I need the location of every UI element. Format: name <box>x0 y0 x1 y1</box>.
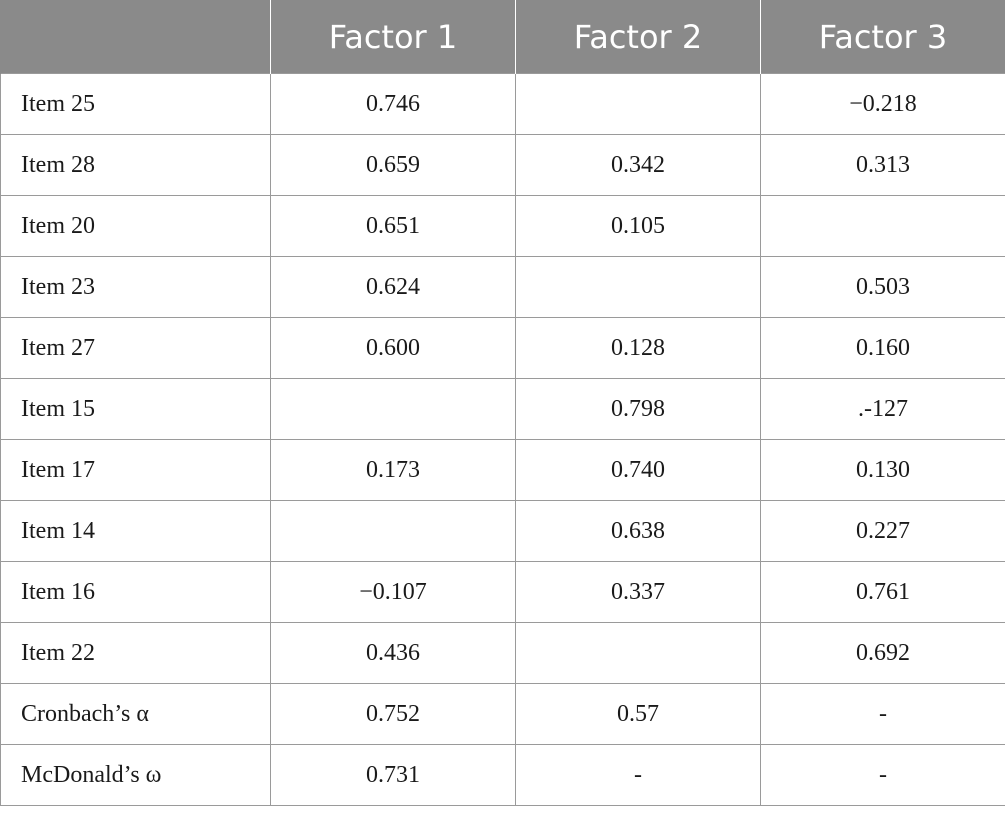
table-row: Item 25 0.746 −0.218 <box>0 73 1005 135</box>
factor-2-value-cell: 0.798 <box>515 378 761 440</box>
factor-3-value-cell: 0.761 <box>760 561 1005 623</box>
row-label-cell: McDonald’s ω <box>0 744 271 806</box>
factor-2-value-cell: 0.105 <box>515 195 761 257</box>
table-row: McDonald’s ω 0.731- - <box>0 744 1005 806</box>
row-label-cell: Item 25 <box>0 73 271 135</box>
factor-3-value-cell: −0.218 <box>760 73 1005 135</box>
factor-1-value-cell: 0.436 <box>270 622 516 684</box>
factor-3-value-cell: 0.313 <box>760 134 1005 196</box>
table-row: Item 27 0.600 0.128 0.160 <box>0 317 1005 379</box>
row-label-cell: Cronbach’s α <box>0 683 271 745</box>
header-cell-factor-1: Factor 1 <box>270 0 516 74</box>
factor-3-value-cell <box>760 195 1005 257</box>
factor-2-value-cell: 0.128 <box>515 317 761 379</box>
table-header: Factor 1 Factor 2 Factor 3 <box>0 0 1005 74</box>
row-label-cell: Item 17 <box>0 439 271 501</box>
factor-1-value-cell: 0.173 <box>270 439 516 501</box>
factor-3-value-cell: 0.160 <box>760 317 1005 379</box>
row-label-cell: Item 28 <box>0 134 271 196</box>
factor-1-value-cell: 0.746 <box>270 73 516 135</box>
factor-loadings-table: Factor 1 Factor 2 Factor 3 Item 25 0.746 −… <box>0 0 1005 806</box>
factor-1-value-cell: 0.624 <box>270 256 516 318</box>
row-label-cell: Item 14 <box>0 500 271 562</box>
row-label-cell: Item 15 <box>0 378 271 440</box>
factor-2-value-cell: 0.342 <box>515 134 761 196</box>
header-cell-label <box>0 0 271 74</box>
factor-3-value-cell: 0.227 <box>760 500 1005 562</box>
factor-1-value-cell: 0.752 <box>270 683 516 745</box>
table-row: Item 20 0.651 0.105 <box>0 195 1005 257</box>
factor-1-value-cell: 0.651 <box>270 195 516 257</box>
factor-3-value-cell: - <box>760 744 1005 806</box>
factor-2-value-cell: 0.638 <box>515 500 761 562</box>
factor-3-value-cell: 0.692 <box>760 622 1005 684</box>
factor-1-value-cell: −0.107 <box>270 561 516 623</box>
table-row: Item 17 0.173 0.740 0.130 <box>0 439 1005 501</box>
factor-1-value-cell <box>270 378 516 440</box>
row-label-cell: Item 27 <box>0 317 271 379</box>
factor-1-value-cell: 0.600 <box>270 317 516 379</box>
table-row: Item 14 0.638 0.227 <box>0 500 1005 562</box>
header-cell-factor-3: Factor 3 <box>760 0 1005 74</box>
table-row: Item 23 0.624 0.503 <box>0 256 1005 318</box>
factor-3-value-cell: 0.130 <box>760 439 1005 501</box>
table-row: Cronbach’s α 0.752 0.57- <box>0 683 1005 745</box>
row-label-cell: Item 23 <box>0 256 271 318</box>
table-row: Item 22 0.436 0.692 <box>0 622 1005 684</box>
row-label-cell: Item 16 <box>0 561 271 623</box>
table-row: Item 16 −0.107 0.337 0.761 <box>0 561 1005 623</box>
factor-2-value-cell <box>515 73 761 135</box>
factor-1-value-cell: 0.731 <box>270 744 516 806</box>
factor-3-value-cell: .-127 <box>760 378 1005 440</box>
factor-2-value-cell: - <box>515 744 761 806</box>
factor-1-value-cell: 0.659 <box>270 134 516 196</box>
table-row: Item 15 0.798 .-127 <box>0 378 1005 440</box>
table-row: Item 28 0.659 0.342 0.313 <box>0 134 1005 196</box>
factor-3-value-cell: 0.503 <box>760 256 1005 318</box>
factor-1-value-cell <box>270 500 516 562</box>
factor-2-value-cell: 0.57 <box>515 683 761 745</box>
factor-3-value-cell: - <box>760 683 1005 745</box>
table-body: Item 25 0.746 −0.218 Item 28 0.659 0.342 0.313… <box>0 73 1005 806</box>
row-label-cell: Item 22 <box>0 622 271 684</box>
row-label-cell: Item 20 <box>0 195 271 257</box>
factor-2-value-cell: 0.740 <box>515 439 761 501</box>
header-row: Factor 1 Factor 2 Factor 3 <box>0 0 1005 74</box>
factor-loadings-table-container: Factor 1 Factor 2 Factor 3 Item 25 0.746 −… <box>0 0 1005 806</box>
header-cell-factor-2: Factor 2 <box>515 0 761 74</box>
factor-2-value-cell: 0.337 <box>515 561 761 623</box>
factor-2-value-cell <box>515 622 761 684</box>
factor-2-value-cell <box>515 256 761 318</box>
